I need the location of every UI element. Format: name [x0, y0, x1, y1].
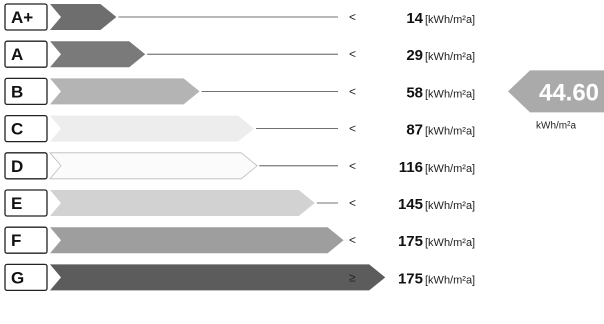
- class-box-f: [4, 226, 48, 254]
- energy-bar-b: [50, 78, 200, 105]
- threshold-value-b: 58: [406, 84, 423, 101]
- threshold-value-c: 87: [406, 122, 423, 139]
- threshold-unit-b: [kWh/m²a]: [425, 88, 475, 100]
- threshold-unit-g: [kWh/m²a]: [425, 274, 475, 286]
- class-box-a-plus: [4, 3, 48, 31]
- class-box-c: [4, 114, 48, 143]
- class-label-b: B: [11, 82, 23, 101]
- threshold-symbol-f: <: [349, 233, 356, 247]
- threshold-symbol-d: <: [349, 159, 356, 173]
- threshold-unit-a-plus: [kWh/m²a]: [425, 14, 475, 26]
- threshold-value-d: 116: [399, 159, 423, 176]
- measured-value-unit: kWh/m²a: [536, 120, 576, 131]
- class-label-e: E: [11, 194, 22, 213]
- threshold-unit-a: [kWh/m²a]: [425, 51, 475, 63]
- energy-bar-f: [50, 227, 344, 254]
- class-box-e: [4, 189, 48, 217]
- energy-bar-a-plus: [50, 4, 117, 30]
- energy-bar-g: [50, 264, 386, 291]
- threshold-unit-d: [kWh/m²a]: [425, 163, 475, 175]
- threshold-value-a: 29: [406, 47, 423, 64]
- class-label-d: D: [11, 157, 23, 176]
- threshold-symbol-a-plus: <: [349, 10, 356, 24]
- threshold-value-e: 145: [398, 196, 423, 213]
- threshold-value-g: 175: [398, 270, 423, 287]
- measured-value: 44.60: [539, 79, 599, 106]
- threshold-symbol-g: ≥: [349, 270, 356, 284]
- energy-bar-d: [49, 152, 258, 180]
- threshold-symbol-c: <: [349, 122, 356, 136]
- class-box-d: [4, 152, 48, 180]
- threshold-symbol-a: <: [349, 47, 356, 61]
- threshold-unit-c: [kWh/m²a]: [425, 126, 475, 138]
- threshold-symbol-b: <: [349, 84, 356, 98]
- class-box-g: [4, 263, 48, 292]
- energy-bar-c: [50, 115, 254, 142]
- threshold-symbol-e: <: [349, 196, 356, 210]
- threshold-value-a-plus: 14: [406, 10, 423, 27]
- class-box-a: [4, 40, 48, 68]
- class-label-g: G: [11, 268, 24, 287]
- threshold-unit-f: [kWh/m²a]: [425, 237, 475, 249]
- threshold-unit-e: [kWh/m²a]: [425, 200, 475, 212]
- energy-bar-a: [50, 41, 146, 68]
- measured-value-marker: [508, 70, 604, 113]
- threshold-value-f: 175: [398, 233, 423, 250]
- class-label-a: A: [11, 45, 23, 64]
- class-label-c: C: [11, 120, 23, 139]
- energy-bar-e: [50, 190, 315, 216]
- class-label-f: F: [11, 231, 21, 250]
- class-label-a-plus: A+: [11, 8, 33, 27]
- class-box-b: [4, 77, 48, 106]
